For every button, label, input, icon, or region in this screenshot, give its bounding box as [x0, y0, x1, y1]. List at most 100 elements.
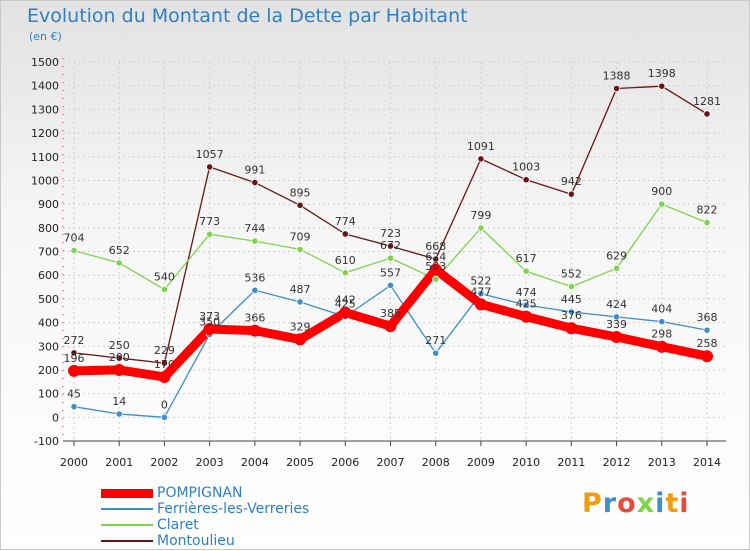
data-point [70, 246, 78, 255]
legend-label-claret: Claret [157, 517, 199, 533]
data-point [567, 282, 575, 291]
data-label: 250 [109, 339, 130, 352]
data-label: 536 [244, 271, 265, 284]
legend-item-pompignan: POMPIGNAN [101, 485, 309, 501]
data-label: 629 [606, 249, 627, 262]
logo-letter: r [602, 488, 618, 519]
legend-swatch-pompignan [101, 488, 153, 498]
data-point [477, 224, 485, 232]
data-point [341, 269, 349, 277]
data-label: 540 [154, 270, 175, 283]
x-tick-label: 2004 [241, 456, 269, 469]
logo-letter: i [679, 488, 690, 519]
data-point [474, 298, 487, 311]
data-point [296, 245, 304, 253]
data-label: 445 [561, 293, 582, 306]
data-label: 1057 [196, 148, 224, 161]
y-tick-label: 400 [38, 317, 59, 330]
data-label: 339 [606, 318, 627, 331]
legend-item-ferrieres: Ferrières-les-Verreries [101, 501, 309, 517]
data-label: 0 [161, 398, 168, 411]
data-point [703, 219, 711, 227]
data-label: 196 [64, 352, 85, 365]
data-labels: 272 250 229 1057 991 895 774 723 668 1091 1003 942 1… [64, 67, 722, 411]
data-point [384, 320, 397, 333]
y-tick-label: 900 [38, 198, 59, 211]
data-label: 704 [64, 232, 85, 245]
data-point [703, 110, 711, 118]
y-tick-label: 1000 [31, 174, 59, 187]
x-tick-label: 2008 [422, 456, 450, 469]
data-point [294, 333, 307, 346]
data-point [432, 275, 440, 283]
legend: POMPIGNAN Ferrières-les-Verreries Claret… [101, 485, 309, 549]
x-tick-label: 2010 [512, 456, 540, 469]
legend-swatch-montoulieu [101, 540, 153, 542]
logo-letter: i [655, 488, 666, 519]
data-point [160, 359, 169, 367]
data-point [522, 176, 530, 184]
data-point [70, 349, 78, 357]
data-label: 799 [470, 209, 491, 222]
data-label: 617 [516, 252, 537, 265]
data-label: 1388 [603, 70, 631, 83]
data-label: 366 [244, 312, 265, 325]
data-label: 14 [112, 395, 126, 408]
x-tick-label: 2002 [150, 456, 178, 469]
axes: -100 0 100 200 300 400 500 600 700 800 900 1000 1100… [31, 56, 726, 469]
y-tick-label: 200 [38, 364, 59, 377]
data-label: 610 [335, 254, 356, 267]
data-point [658, 200, 666, 208]
data-label: 45 [67, 388, 81, 401]
data-label: 1281 [693, 95, 721, 108]
data-label: 668 [425, 240, 446, 253]
data-label: 723 [380, 227, 401, 240]
data-point [522, 301, 530, 309]
data-label: 425 [335, 298, 356, 311]
data-label: 652 [109, 244, 130, 257]
data-point [612, 264, 621, 272]
data-label: 900 [651, 185, 672, 198]
x-tick-label: 2011 [557, 456, 585, 469]
x-tick-label: 2009 [467, 456, 495, 469]
legend-item-montoulieu: Montoulieu [101, 533, 309, 549]
data-point [520, 310, 533, 323]
data-point [341, 230, 349, 238]
x-tick-label: 2012 [603, 456, 631, 469]
data-label: 1398 [648, 67, 676, 80]
data-label: 552 [561, 268, 582, 281]
data-label: 229 [154, 344, 175, 357]
data-label: 709 [290, 230, 311, 243]
data-point [113, 363, 126, 376]
y-tick-label: 700 [38, 246, 59, 259]
data-point [701, 350, 713, 363]
data-point [251, 178, 259, 187]
data-label: 350 [199, 315, 220, 328]
data-point [70, 403, 78, 411]
y-tick-label: 100 [38, 388, 59, 401]
data-label: 672 [380, 239, 401, 252]
grid [63, 61, 726, 442]
data-point [432, 255, 440, 263]
data-label: 624 [425, 251, 446, 264]
data-label: 487 [290, 283, 311, 296]
data-point [612, 84, 621, 93]
y-tick-label: 600 [38, 269, 59, 282]
data-label: 424 [606, 298, 627, 311]
x-tick-label: 2001 [105, 456, 133, 469]
data-point [386, 254, 395, 262]
data-point [115, 259, 123, 267]
data-point [203, 322, 216, 335]
logo-letter: o [617, 488, 637, 519]
data-point [565, 322, 578, 335]
data-label: 368 [697, 311, 718, 324]
data-label: 376 [561, 309, 582, 322]
data-point [655, 340, 668, 353]
data-label: 895 [290, 186, 311, 199]
y-tick-label: 500 [38, 293, 59, 306]
data-label: 557 [380, 266, 401, 279]
data-point [612, 313, 621, 321]
y-tick-label: 1200 [31, 127, 59, 140]
